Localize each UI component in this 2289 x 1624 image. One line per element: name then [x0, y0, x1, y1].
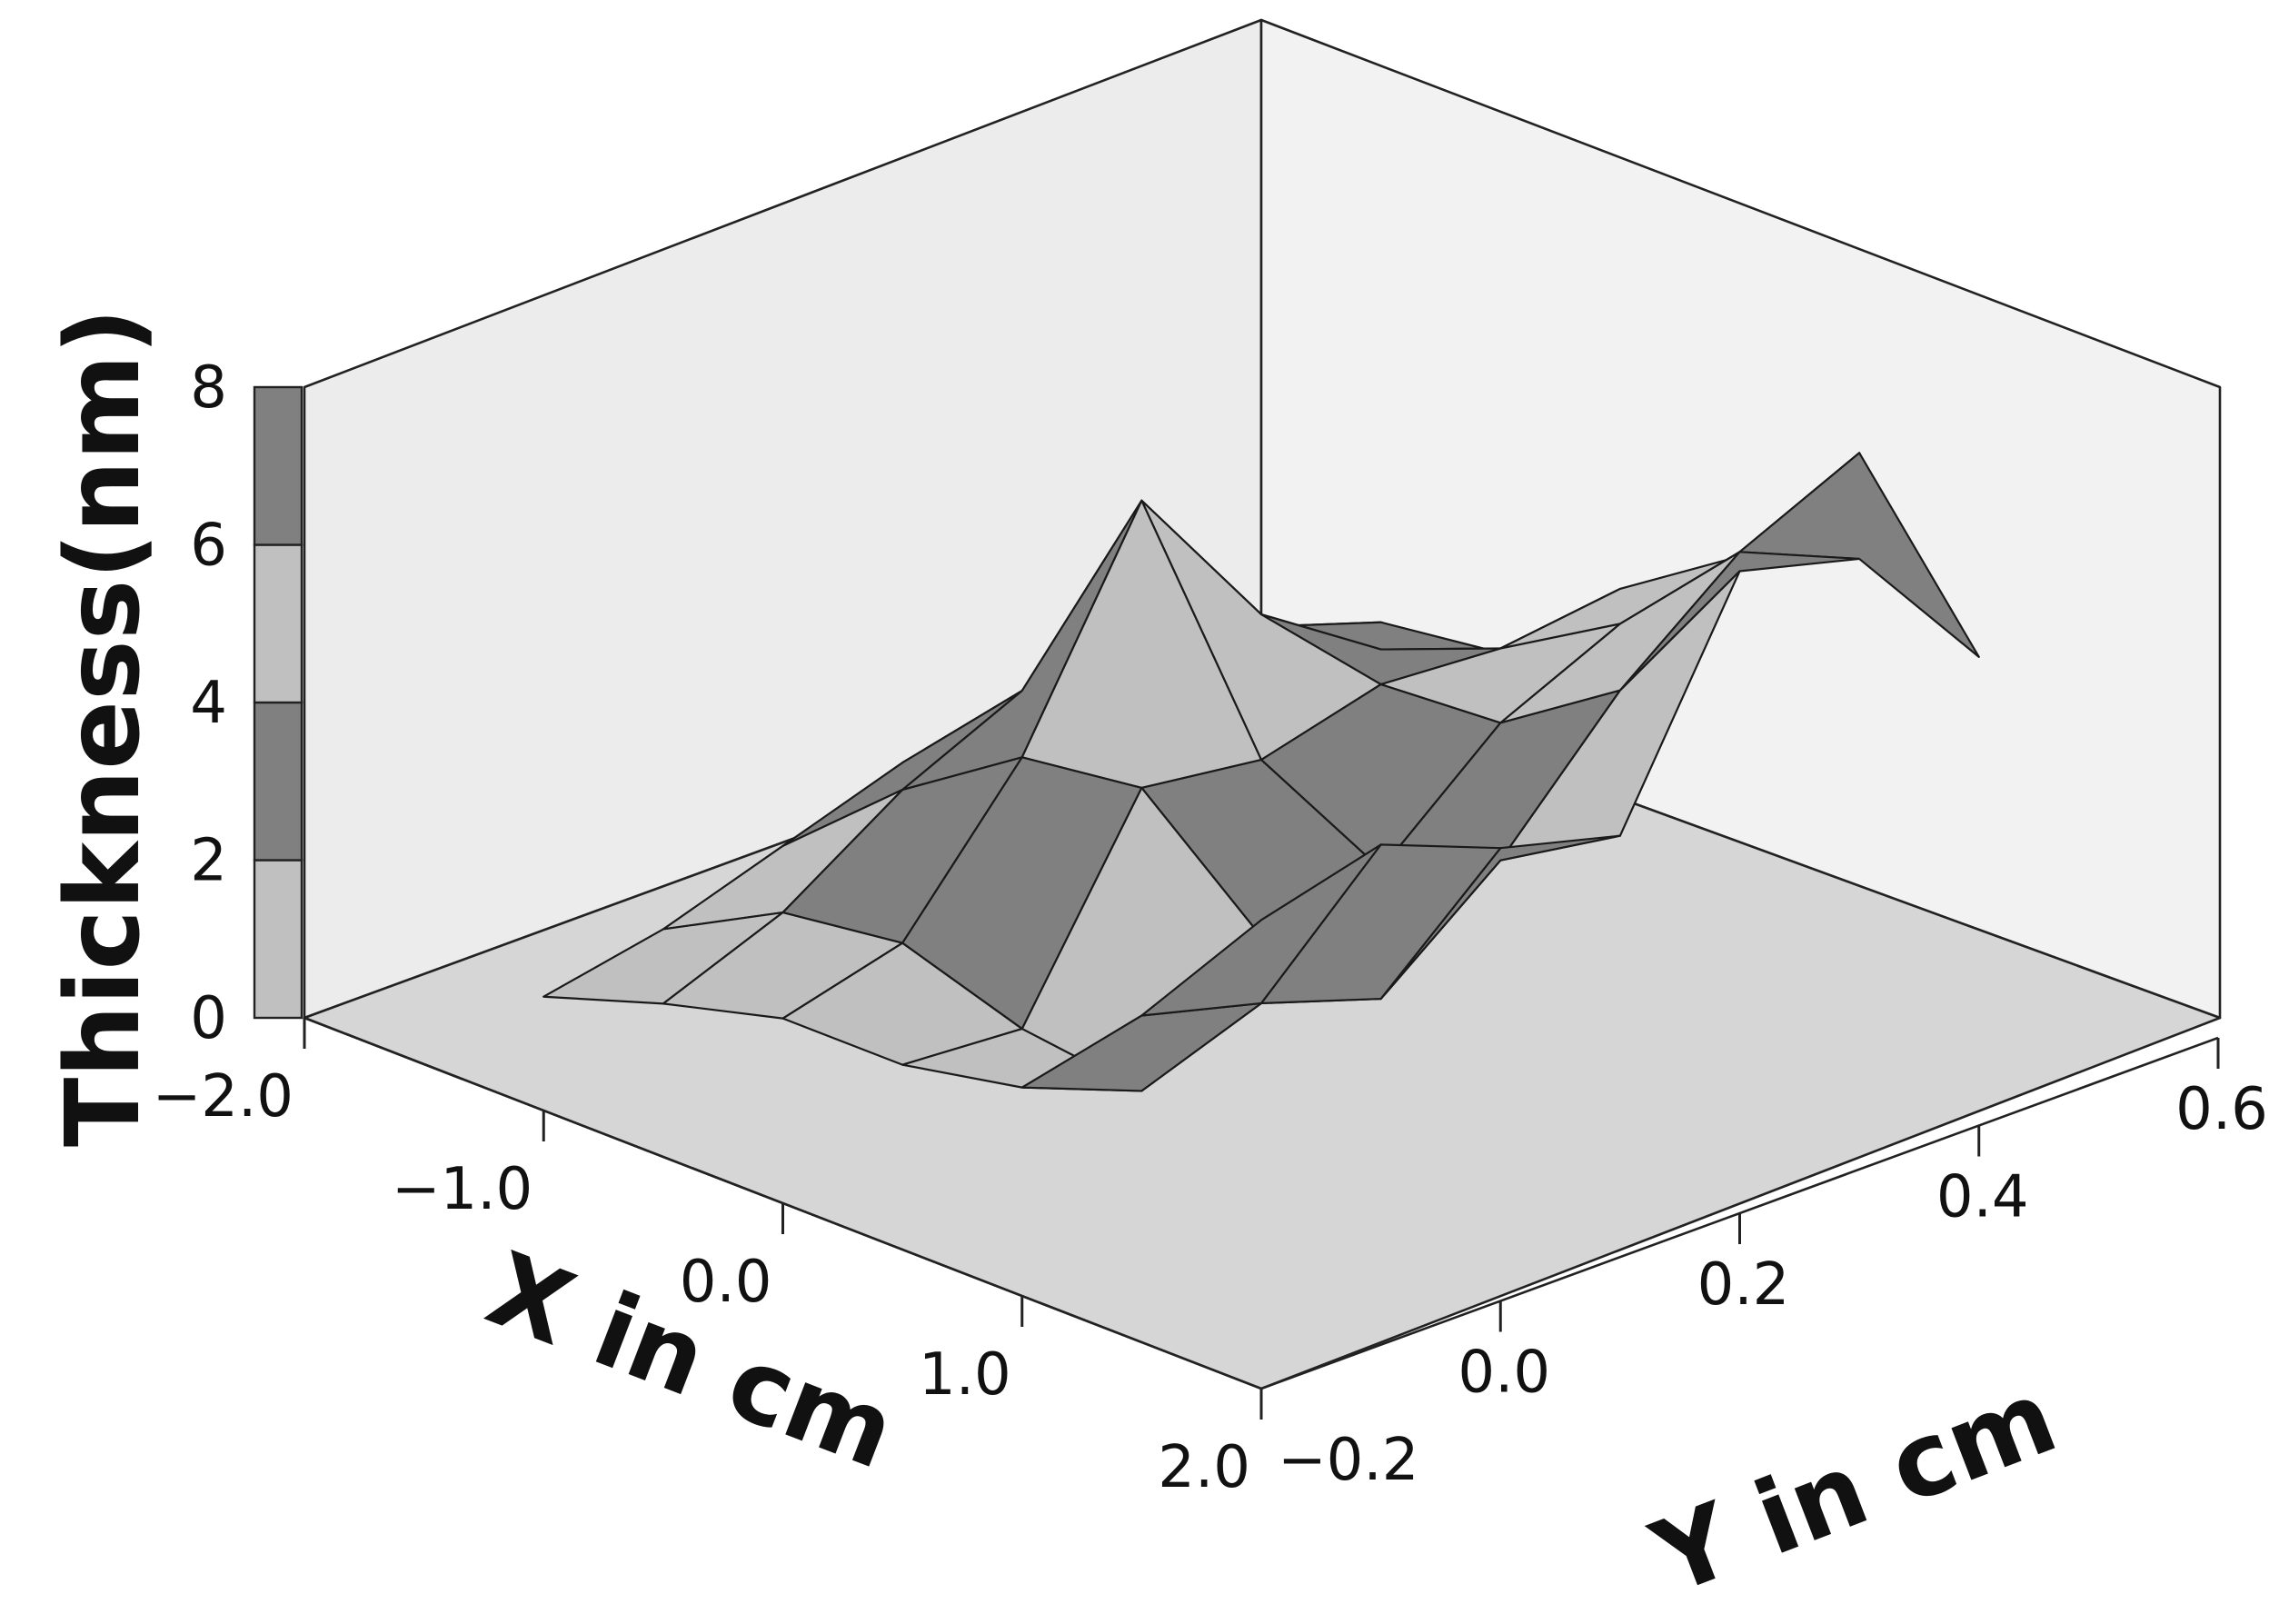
x-tick-label: 2.0 — [1158, 1434, 1250, 1501]
y-tick-label: 0.2 — [1697, 1251, 1790, 1319]
z-axis-ticks: 0 2 4 6 8 — [190, 354, 227, 1052]
color-band-2 — [253, 543, 304, 704]
z-tick-label: 2 — [190, 828, 227, 895]
z-tick-label: 4 — [190, 670, 227, 737]
color-band-0 — [253, 859, 304, 1020]
z-tick-label: 0 — [190, 985, 227, 1052]
floor-front-edges — [304, 1016, 2219, 1390]
z-axis-title: Thickness(nm) — [45, 308, 163, 1147]
y-axis-ticks: −0.2 0.0 0.2 0.4 0.6 — [304, 1016, 2268, 1494]
color-band-3 — [253, 385, 304, 546]
y-axis-title: Y in cm — [1637, 1358, 2071, 1619]
color-scale-bar — [253, 385, 304, 1020]
z-tick-label: 8 — [190, 354, 227, 422]
surface-facet — [1140, 843, 1382, 1017]
y-tick-label: −0.2 — [1278, 1427, 1418, 1494]
x-tick-label: 0.0 — [680, 1249, 772, 1316]
x-tick-label: −1.0 — [392, 1156, 532, 1223]
x-tick-label: −2.0 — [153, 1063, 294, 1131]
y-tick-label: 0.4 — [1936, 1164, 2029, 1231]
y-tick-label: 0.6 — [2175, 1076, 2268, 1143]
color-band-1 — [253, 701, 304, 862]
z-tick-label: 6 — [190, 513, 227, 580]
y-tick-label: 0.0 — [1458, 1340, 1550, 1407]
thickness-surface — [542, 452, 1980, 1092]
x-tick-label: 1.0 — [919, 1341, 1011, 1409]
x-axis-ticks: −2.0 −1.0 0.0 1.0 2.0 — [153, 1018, 1263, 1501]
